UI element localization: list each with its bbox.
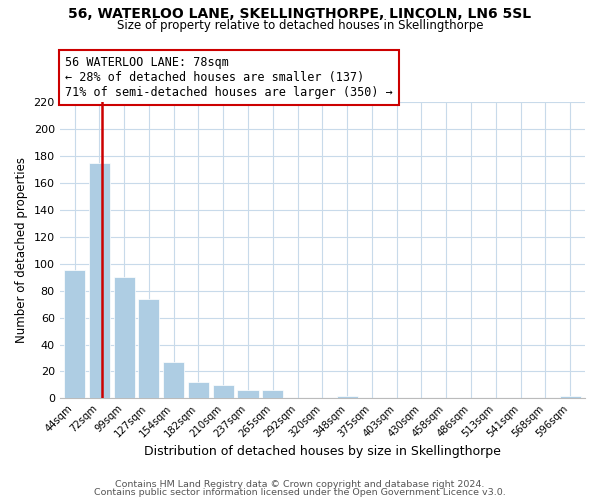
Bar [163,362,184,399]
Bar [113,277,134,398]
Bar [64,270,85,398]
Y-axis label: Number of detached properties: Number of detached properties [15,157,28,343]
Text: Size of property relative to detached houses in Skellingthorpe: Size of property relative to detached ho… [117,18,483,32]
Bar [238,390,259,398]
Bar [212,385,234,398]
X-axis label: Distribution of detached houses by size in Skellingthorpe: Distribution of detached houses by size … [144,444,501,458]
Text: Contains public sector information licensed under the Open Government Licence v3: Contains public sector information licen… [94,488,506,497]
Bar [139,298,160,398]
Bar [262,390,283,398]
Bar [337,396,358,398]
Text: Contains HM Land Registry data © Crown copyright and database right 2024.: Contains HM Land Registry data © Crown c… [115,480,485,489]
Bar [89,162,110,398]
Text: 56 WATERLOO LANE: 78sqm
← 28% of detached houses are smaller (137)
71% of semi-d: 56 WATERLOO LANE: 78sqm ← 28% of detache… [65,56,392,99]
Bar [560,396,581,398]
Text: 56, WATERLOO LANE, SKELLINGTHORPE, LINCOLN, LN6 5SL: 56, WATERLOO LANE, SKELLINGTHORPE, LINCO… [68,8,532,22]
Bar [188,382,209,398]
